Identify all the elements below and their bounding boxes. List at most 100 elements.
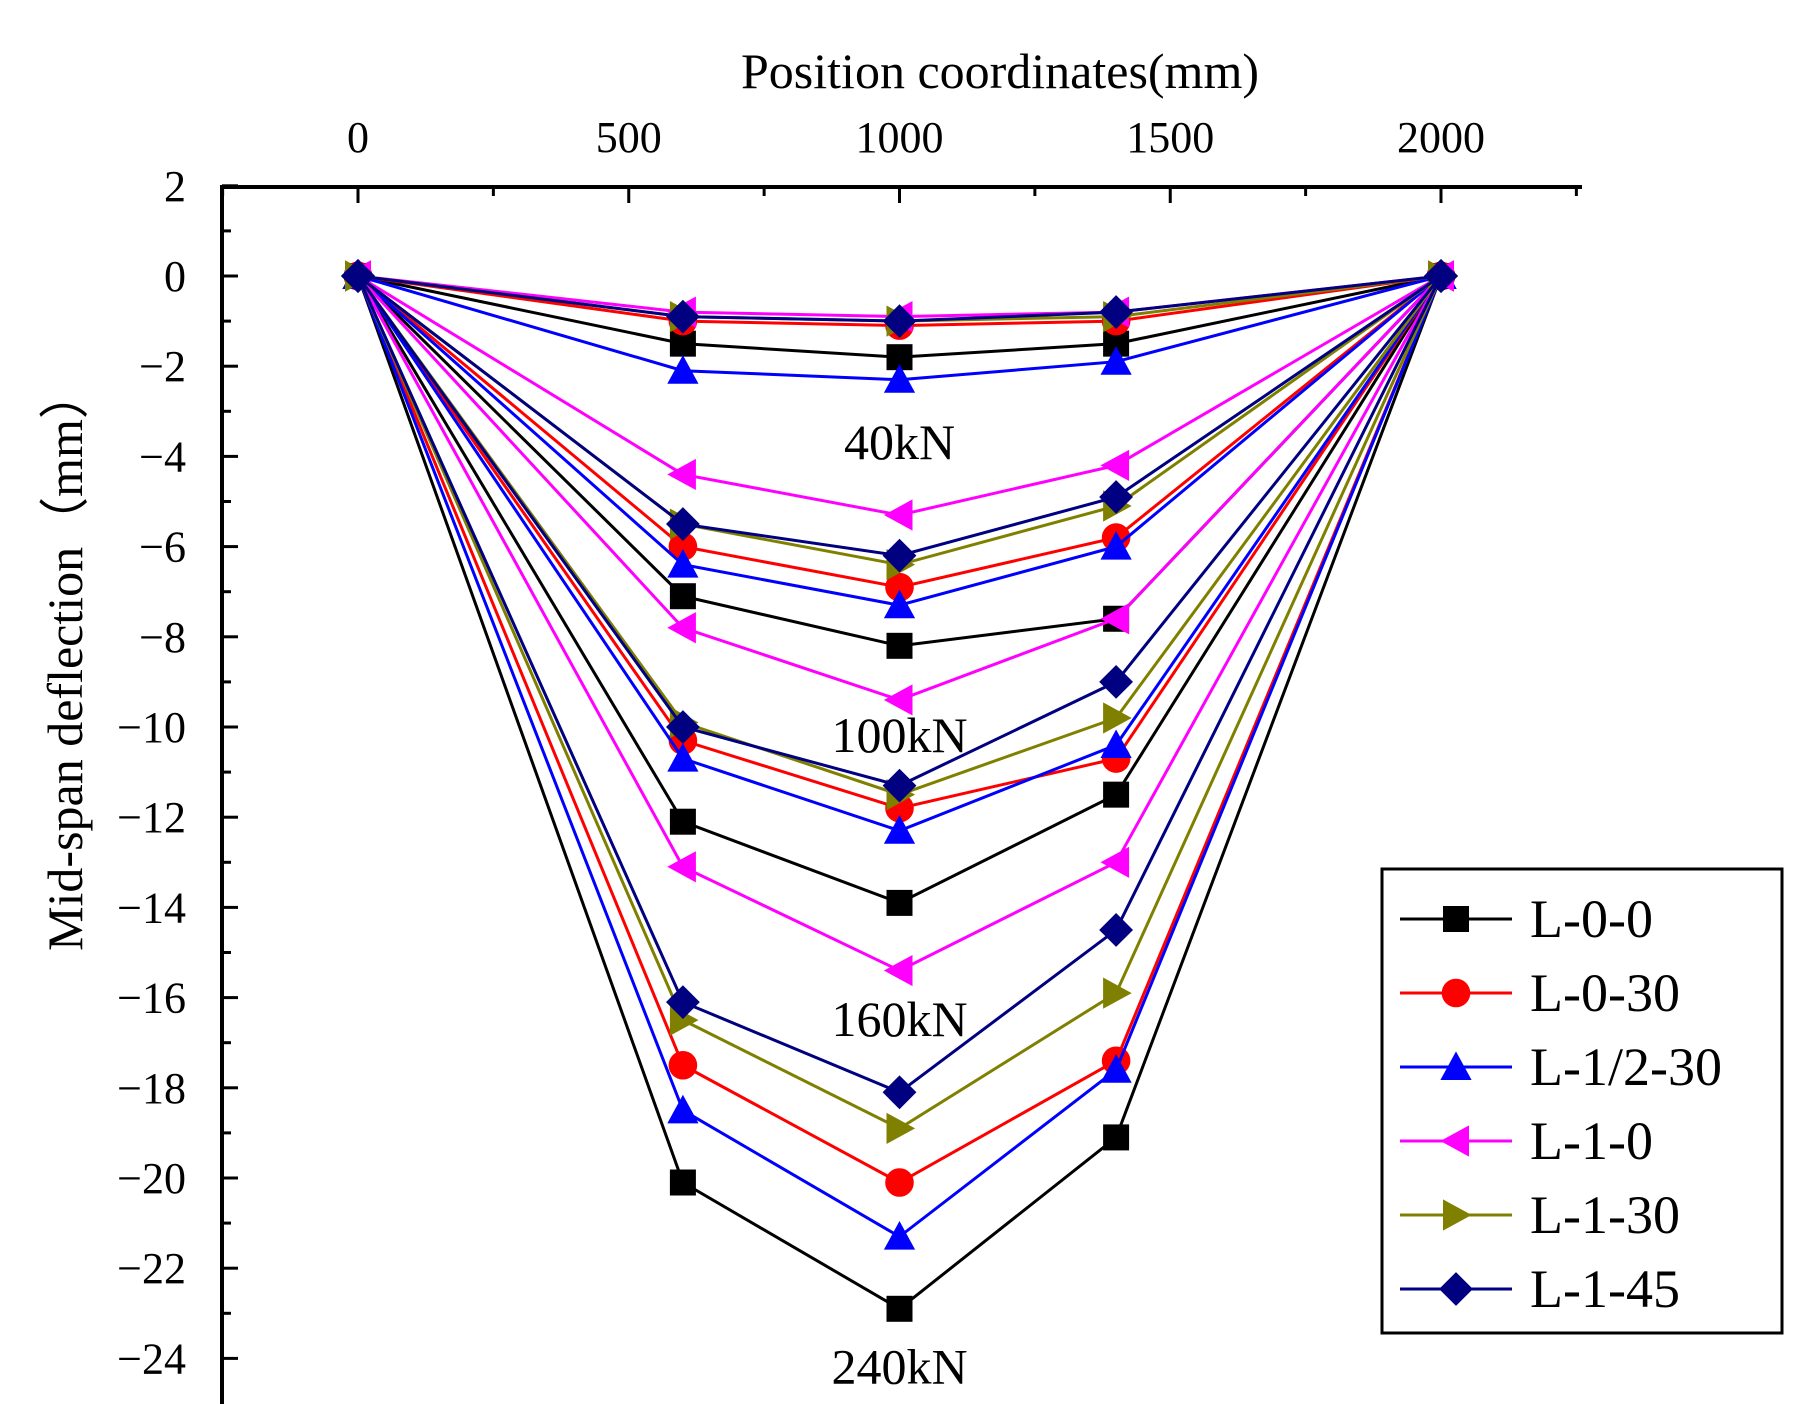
diamond-marker	[1099, 665, 1133, 699]
load-label: 100kN	[831, 707, 967, 763]
legend-label: L-1-0	[1530, 1111, 1653, 1171]
square-marker	[886, 1295, 913, 1322]
legend-item: L-1-45	[1400, 1259, 1680, 1319]
y-tick-label: −16	[117, 974, 186, 1023]
circle-marker	[885, 1168, 914, 1197]
diamond-marker	[882, 304, 917, 338]
square-marker	[669, 1169, 696, 1196]
legend-label: L-0-0	[1530, 889, 1653, 949]
load-label: 160kN	[831, 991, 967, 1047]
triangle-up-marker	[1440, 1051, 1472, 1080]
square-marker	[1103, 781, 1130, 808]
triangle-up-marker	[1100, 531, 1132, 560]
circle-marker	[1441, 978, 1471, 1008]
diamond-marker	[666, 507, 700, 541]
triangle-left-marker	[667, 851, 696, 883]
triangle-up-marker	[883, 589, 916, 619]
triangle-right-marker	[886, 1112, 916, 1144]
diamond-marker	[1099, 480, 1133, 514]
triangle-up-marker	[1100, 346, 1132, 375]
triangle-up-marker	[667, 1094, 699, 1124]
y-tick-label: −14	[117, 883, 186, 932]
y-tick-label: −24	[117, 1334, 186, 1383]
diamond-marker	[341, 259, 375, 293]
triangle-left-marker	[667, 458, 696, 491]
y-tick-label: −6	[139, 523, 186, 572]
legend-item: L-1-30	[1400, 1185, 1680, 1245]
square-marker	[886, 632, 913, 659]
diamond-marker	[882, 768, 917, 803]
y-tick-label: −20	[117, 1154, 186, 1203]
triangle-left-marker	[1440, 1125, 1469, 1157]
y-axis-title: Mid-span deflection（mm）	[37, 369, 93, 951]
y-tick-label: −10	[117, 703, 186, 752]
square-marker	[669, 808, 696, 835]
y-tick-label: −2	[139, 342, 186, 391]
y-tick-label: −8	[139, 613, 186, 662]
triangle-up-marker	[667, 549, 699, 578]
y-tick-label: −22	[117, 1244, 186, 1293]
series-layer	[341, 259, 1458, 1322]
diamond-marker	[882, 1075, 917, 1110]
x-tick-label: 0	[347, 113, 369, 162]
diamond-marker	[666, 299, 700, 334]
diamond-marker	[1099, 295, 1133, 329]
triangle-left-marker	[883, 684, 913, 716]
axes-group: 0 500 1000 1500 2000 2 0 −2 −4 −6 −8 −10 −12 −14 −16 −1…	[117, 113, 1582, 1404]
triangle-right-marker	[1443, 1199, 1472, 1231]
y-tick-label: 2	[164, 162, 186, 211]
diamond-marker	[1424, 259, 1458, 293]
diamond-marker	[1439, 1272, 1473, 1306]
legend-label: L-0-30	[1530, 963, 1680, 1023]
legend-label: L-1-45	[1530, 1259, 1680, 1319]
x-tick-label: 1500	[1126, 113, 1214, 162]
load-labels-layer: 40kN 100kN 160kN 240kN	[831, 414, 967, 1395]
diamond-marker	[666, 985, 700, 1020]
load-label: 240kN	[831, 1338, 967, 1394]
triangle-up-marker	[667, 742, 699, 772]
load-label: 40kN	[844, 414, 955, 470]
triangle-left-marker	[883, 499, 913, 531]
legend-item: L-0-30	[1400, 963, 1680, 1023]
square-marker	[1103, 1124, 1130, 1151]
triangle-up-marker	[883, 815, 916, 844]
triangle-left-marker	[667, 612, 696, 644]
square-marker	[886, 889, 913, 916]
square-marker	[669, 583, 696, 610]
x-tick-label: 2000	[1397, 113, 1485, 162]
triangle-up-marker	[883, 1221, 916, 1250]
y-tick-label: −18	[117, 1064, 186, 1113]
x-tick-label: 500	[596, 113, 662, 162]
legend-label: L-1-30	[1530, 1185, 1680, 1245]
diamond-marker	[666, 710, 700, 744]
triangle-up-marker	[1100, 729, 1132, 759]
diamond-marker	[1099, 913, 1133, 947]
legend: L-0-0 L-0-30 L-1/2-30 L-1-0 L-1-30 L-1-45	[1380, 867, 1784, 1335]
triangle-left-marker	[1100, 603, 1130, 635]
triangle-up-marker	[667, 355, 699, 384]
legend-item: L-1-0	[1400, 1111, 1653, 1171]
y-tick-label: −12	[117, 793, 186, 842]
circle-marker	[668, 1050, 698, 1080]
triangle-up-marker	[1100, 1054, 1132, 1083]
circle-marker	[885, 572, 914, 602]
diamond-marker	[882, 538, 917, 573]
circle-marker	[668, 532, 698, 561]
series-l-0-0	[345, 263, 1454, 1322]
triangle-left-marker	[1100, 846, 1130, 878]
legend-box	[1380, 867, 1784, 1335]
legend-label: L-1/2-30	[1530, 1037, 1722, 1097]
y-tick-label: 0	[164, 252, 186, 301]
triangle-right-marker	[1103, 702, 1132, 734]
triangle-right-marker	[1103, 977, 1132, 1009]
legend-item: L-1/2-30	[1400, 1037, 1722, 1097]
x-axis-title: Position coordinates(mm)	[741, 43, 1259, 99]
triangle-left-marker	[1100, 449, 1130, 482]
y-tick-label: −4	[139, 432, 186, 481]
triangle-left-marker	[883, 954, 913, 987]
legend-item: L-0-0	[1400, 889, 1653, 949]
x-tick-label: 1000	[856, 113, 944, 162]
square-marker	[1443, 906, 1469, 932]
series-l-1-45	[341, 259, 1458, 1110]
